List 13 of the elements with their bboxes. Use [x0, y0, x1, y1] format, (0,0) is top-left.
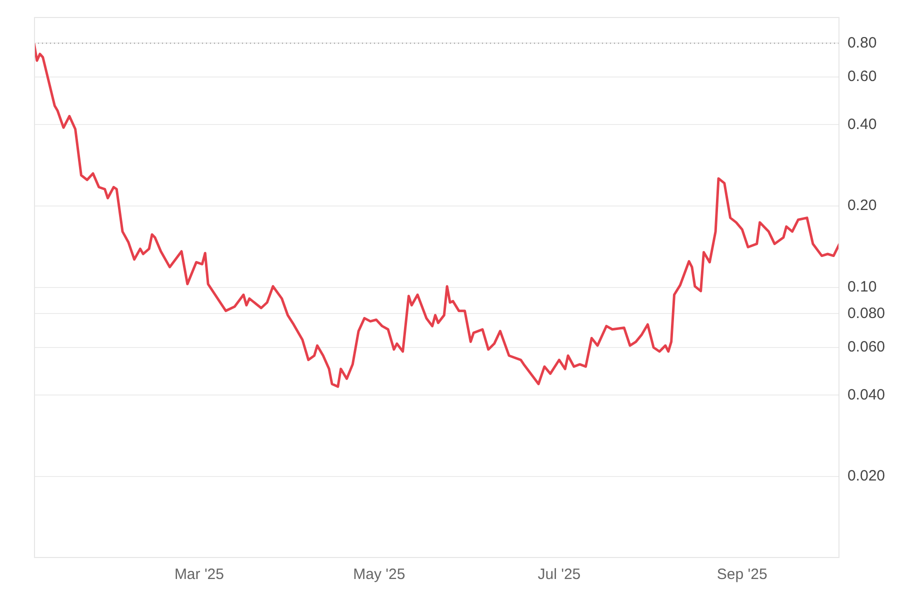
y-tick-label: 0.40 [847, 116, 877, 133]
x-tick-label: Jul '25 [538, 566, 581, 584]
x-tick-label: Mar '25 [174, 566, 224, 584]
y-tick-label: 0.60 [847, 68, 877, 86]
x-tick-label: May '25 [353, 566, 406, 584]
y-tick-label: 0.20 [847, 197, 877, 214]
y-tick-label: 0.80 [847, 34, 877, 52]
y-tick-label: 0.080 [847, 304, 886, 322]
y-tick-label: 0.060 [847, 338, 886, 356]
y-tick-label: 0.040 [847, 386, 886, 404]
x-tick-label: Sep '25 [716, 566, 768, 584]
y-tick-label: 0.020 [847, 468, 886, 485]
y-tick-label: 0.10 [847, 278, 877, 296]
